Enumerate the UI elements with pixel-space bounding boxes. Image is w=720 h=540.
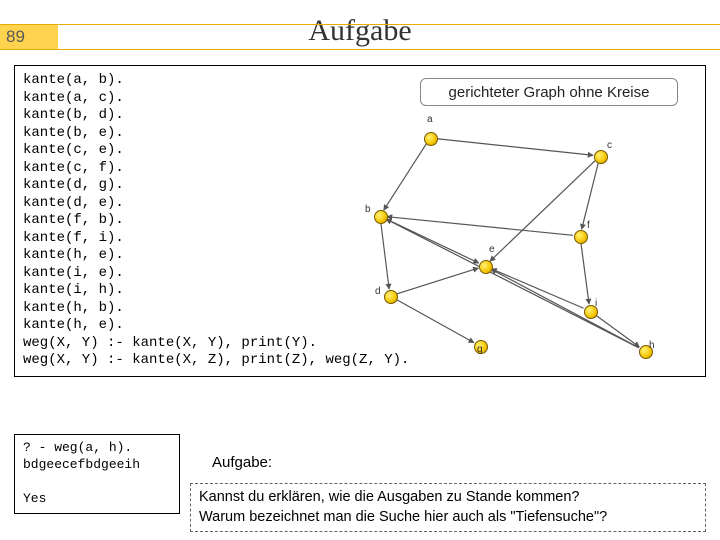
question-line2: Warum bezeichnet man die Suche hier auch…: [199, 508, 697, 528]
node-label-h: h: [649, 340, 655, 351]
node-label-e: e: [489, 244, 495, 255]
page-number: 89: [0, 25, 58, 49]
node-a: [424, 132, 438, 146]
graph-edges: [330, 116, 680, 386]
query-text: ? - weg(a, h). bdgeecefbdgeeih Yes: [23, 440, 140, 506]
edge-a-c: [437, 139, 593, 156]
node-label-d: d: [375, 286, 381, 297]
edge-d-e: [397, 268, 479, 294]
edge-d-g: [396, 299, 474, 342]
node-label-c: c: [607, 140, 612, 151]
header-bar: 89: [0, 24, 720, 50]
node-label-a: a: [427, 114, 433, 125]
graph-diagram: a b c d e f g h i: [330, 116, 680, 386]
slide: Aufgabe 89 kante(a, b). kante(a, c). kan…: [0, 0, 720, 540]
graph-annotation: gerichteter Graph ohne Kreise: [420, 78, 678, 106]
node-b: [374, 210, 388, 224]
edge-h-b: [386, 219, 639, 348]
node-label-f: f: [587, 220, 590, 231]
node-label-b: b: [365, 204, 371, 215]
node-d: [384, 290, 398, 304]
edge-b-d: [381, 223, 389, 289]
edge-c-e: [490, 161, 595, 261]
edge-i-h: [596, 315, 640, 347]
node-c: [594, 150, 608, 164]
node-f: [574, 230, 588, 244]
node-e: [479, 260, 493, 274]
edge-i-e: [491, 269, 583, 308]
question-box: Kannst du erklären, wie die Ausgaben zu …: [190, 483, 706, 532]
edge-f-i: [581, 243, 589, 304]
query-box: ? - weg(a, h). bdgeecefbdgeeih Yes: [14, 434, 180, 514]
edge-c-f: [582, 163, 599, 229]
question-line1: Kannst du erklären, wie die Ausgaben zu …: [199, 488, 697, 508]
task-label: Aufgabe:: [212, 454, 272, 471]
edge-a-b: [384, 144, 426, 210]
node-label-g: g: [477, 344, 483, 355]
node-label-i: i: [595, 298, 597, 309]
